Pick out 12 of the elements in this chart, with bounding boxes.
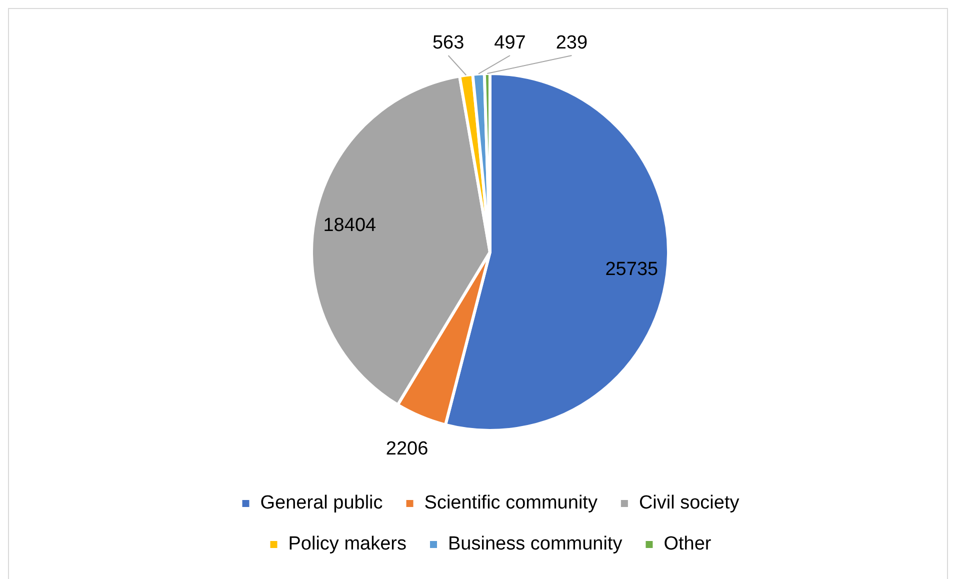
- legend-label: General public: [260, 492, 383, 514]
- legend-label: Policy makers: [288, 534, 406, 555]
- legend-label: Other: [664, 534, 712, 555]
- data-label: 563: [432, 32, 464, 54]
- data-label: 239: [556, 32, 588, 54]
- legend-label: Business community: [448, 534, 623, 555]
- data-label: 2206: [386, 438, 428, 460]
- legend-label: Civil society: [638, 492, 740, 514]
- data-label: 18404: [323, 214, 377, 236]
- data-label: 25735: [605, 259, 658, 280]
- data-label: 497: [494, 32, 526, 54]
- legend-label: Scientific community: [424, 492, 598, 514]
